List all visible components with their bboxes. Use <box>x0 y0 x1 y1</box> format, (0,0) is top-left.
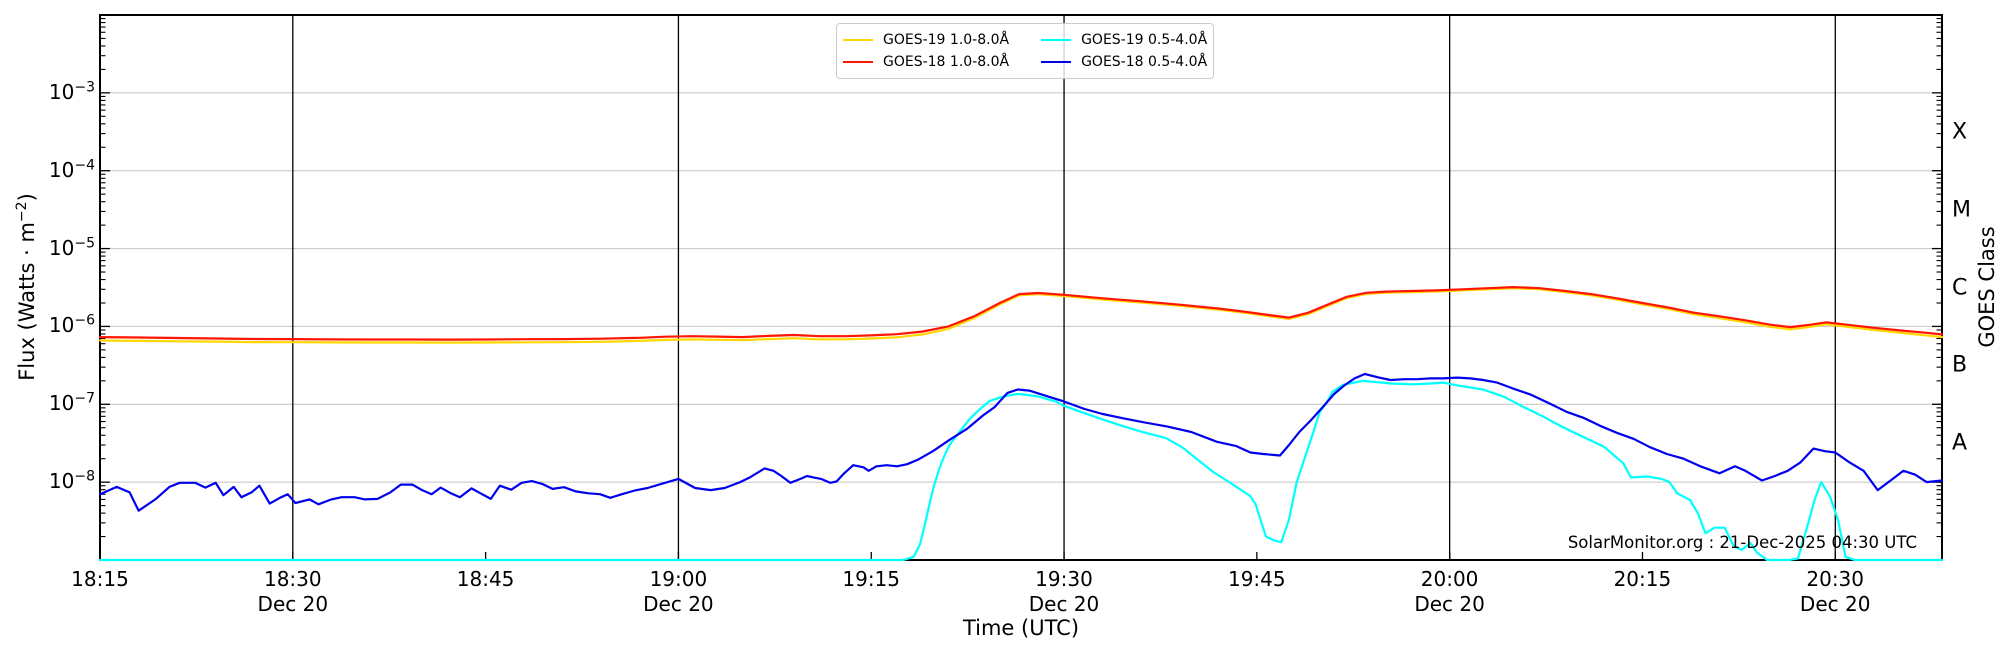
day-label: Dec 20 <box>1414 592 1485 616</box>
y-tick-label: 10−5 <box>48 234 95 260</box>
right-axis-title: GOES Class <box>1975 226 1999 348</box>
legend-line-swatch <box>1041 60 1072 64</box>
y-tick-label: 10−8 <box>48 468 95 494</box>
legend: GOES-19 1.0-8.0Å GOES-18 1.0-8.0Å GOES-1… <box>836 23 1214 79</box>
legend-entry: GOES-18 0.5-4.0Å <box>1041 52 1207 72</box>
y-tick-label: 10−6 <box>48 312 95 338</box>
y-axis-title: Flux (Watts · m−2) <box>14 193 39 381</box>
x-axis-title: Time (UTC) <box>962 616 1080 640</box>
x-tick-label: 20:00 <box>1420 567 1479 591</box>
legend-entry-label: GOES-18 0.5-4.0Å <box>1081 54 1208 70</box>
y-tick-label: 10−4 <box>48 157 95 182</box>
x-tick-label: 19:30 <box>1035 567 1093 591</box>
y-tick-label: 10−3 <box>48 79 95 104</box>
legend-line-swatch <box>843 38 873 42</box>
x-tick-label: 18:30 <box>263 567 322 591</box>
goes-class-c-label: C <box>1952 275 1968 300</box>
legend-entry: GOES-19 1.0-8.0Å <box>843 30 1009 50</box>
legend-entry: GOES-19 0.5-4.0Å <box>1041 30 1207 50</box>
x-tick-label: 19:15 <box>842 567 901 591</box>
y-tick-label: 10−7 <box>48 390 95 416</box>
legend-entry-label: GOES-19 0.5-4.0Å <box>1081 32 1208 48</box>
legend-entry-label: GOES-18 1.0-8.0Å <box>883 54 1010 70</box>
day-label: Dec 20 <box>1799 592 1871 616</box>
day-label: Dec 20 <box>257 592 329 616</box>
x-tick-label: 20:15 <box>1613 567 1672 591</box>
legend-entry: GOES-18 1.0-8.0Å <box>843 52 1009 72</box>
x-tick-label: 19:00 <box>649 567 708 591</box>
goes-class-b-label: B <box>1952 352 1968 378</box>
goes-class-a-label: A <box>1952 430 1968 456</box>
x-tick-label: 19:45 <box>1227 567 1286 591</box>
goes-class-m-label: M <box>1952 197 1971 223</box>
source-annotation: SolarMonitor.org : 21-Dec-2025 04:30 UTC <box>1567 533 1917 552</box>
legend-line-swatch <box>1041 38 1072 42</box>
day-label: Dec 20 <box>1028 592 1100 616</box>
goes-class-x-label: X <box>1952 119 1968 145</box>
x-tick-label: 18:45 <box>456 567 515 591</box>
legend-entry-label: GOES-19 1.0-8.0Å <box>883 32 1010 48</box>
x-tick-label: 18:15 <box>71 567 129 591</box>
legend-line-swatch <box>843 60 873 64</box>
day-label: Dec 20 <box>643 592 714 616</box>
x-tick-label: 20:30 <box>1806 567 1865 591</box>
